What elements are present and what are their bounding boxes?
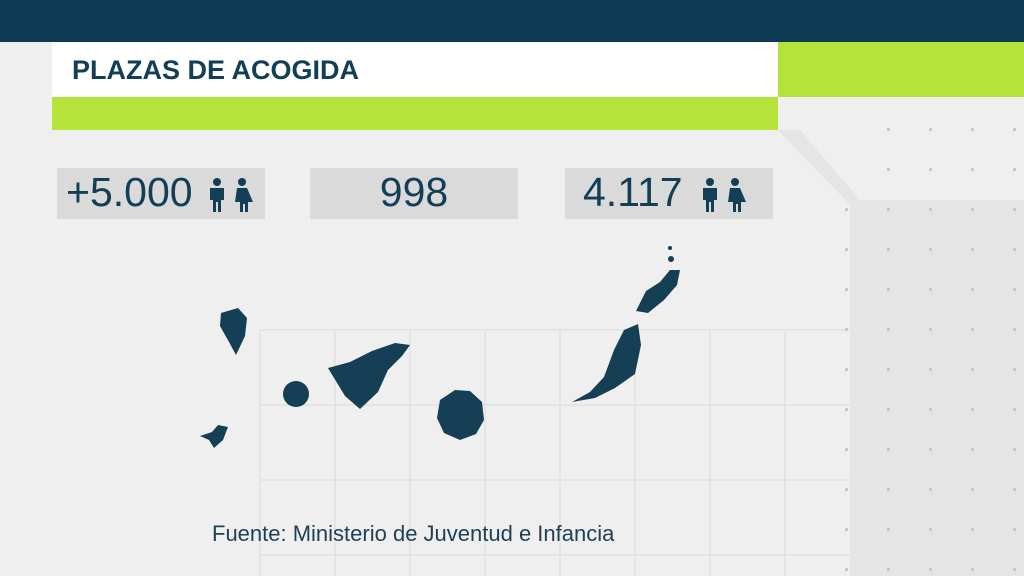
dot: [971, 208, 974, 211]
dot: [971, 168, 974, 171]
dot: [887, 408, 890, 411]
dot: [887, 528, 890, 531]
island: [572, 324, 641, 402]
island: [283, 381, 309, 407]
dot: [1013, 368, 1016, 371]
dot: [929, 328, 932, 331]
dot: [845, 408, 848, 411]
dot: [971, 368, 974, 371]
source: Fuente: Ministerio de Juventud e Infanci…: [212, 521, 615, 546]
dot: [887, 368, 890, 371]
dot: [929, 168, 932, 171]
island: [328, 343, 410, 409]
dot: [845, 528, 848, 531]
dot: [971, 328, 974, 331]
side-panel: [778, 130, 1024, 576]
dot: [929, 408, 932, 411]
dot: [971, 128, 974, 131]
dot: [887, 168, 890, 171]
dot: [887, 288, 890, 291]
dot: [929, 528, 932, 531]
dot: [929, 128, 932, 131]
dot: [1013, 488, 1016, 491]
dot: [1013, 168, 1016, 171]
top-bar: [0, 0, 1024, 42]
children-icon: [703, 178, 746, 212]
stat-value: +5.000: [66, 169, 193, 215]
dot: [929, 568, 932, 571]
dot: [929, 368, 932, 371]
dot: [971, 248, 974, 251]
dot: [845, 288, 848, 291]
islands-map: [200, 246, 680, 448]
dot: [1013, 128, 1016, 131]
dot: [1013, 408, 1016, 411]
stat-value: 998: [380, 169, 448, 215]
dot: [887, 248, 890, 251]
dot: [845, 488, 848, 491]
dot: [971, 528, 974, 531]
islet: [668, 256, 674, 262]
accent-strip: [52, 97, 778, 130]
dot: [971, 408, 974, 411]
dot: [887, 488, 890, 491]
dot: [845, 448, 848, 451]
title: PLAZAS DE ACOGIDA: [72, 55, 359, 85]
dots: [845, 128, 1016, 571]
stat-box: [310, 168, 518, 219]
accent-band: [778, 42, 1024, 97]
dot: [845, 208, 848, 211]
dot: [929, 488, 932, 491]
title-box: [52, 42, 778, 97]
dot: [1013, 328, 1016, 331]
stat-value: 4.117: [583, 169, 683, 215]
dot: [929, 208, 932, 211]
island: [200, 425, 228, 448]
dot: [887, 208, 890, 211]
dot: [971, 488, 974, 491]
island: [220, 308, 247, 355]
dot: [1013, 568, 1016, 571]
dot: [1013, 288, 1016, 291]
islet: [668, 246, 672, 250]
island: [636, 270, 680, 313]
children-icon: [210, 178, 253, 212]
dot: [845, 368, 848, 371]
dot: [971, 288, 974, 291]
stat-box: [57, 168, 265, 219]
dot: [929, 288, 932, 291]
dot: [887, 448, 890, 451]
dot: [971, 448, 974, 451]
dot: [971, 568, 974, 571]
island: [437, 390, 484, 440]
dot: [1013, 248, 1016, 251]
dot: [845, 568, 848, 571]
dot: [845, 248, 848, 251]
dot: [1013, 528, 1016, 531]
dot: [929, 248, 932, 251]
dot: [1013, 448, 1016, 451]
dot: [929, 448, 932, 451]
dot: [845, 328, 848, 331]
dot: [1013, 208, 1016, 211]
dot: [887, 128, 890, 131]
dot: [887, 568, 890, 571]
dot: [887, 328, 890, 331]
